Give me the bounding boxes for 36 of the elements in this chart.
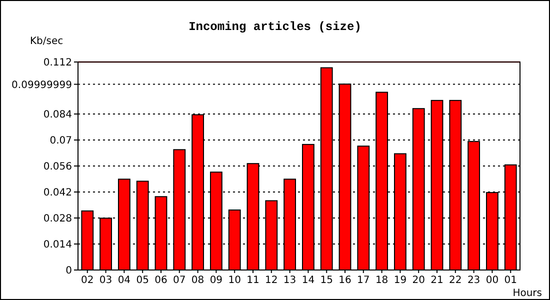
x-tick-label: 06 (154, 275, 168, 286)
x-tick-label: 03 (99, 275, 112, 286)
x-tick-label: 19 (394, 275, 407, 286)
x-tick-label: 00 (486, 275, 499, 286)
x-tick-label: 05 (136, 275, 149, 286)
chart-title: Incoming articles (size) (188, 20, 362, 34)
y-tick-label: 0.056 (43, 162, 72, 172)
x-tick-label: 02 (81, 275, 94, 286)
x-tick-label: 16 (338, 275, 352, 286)
y-axis-title: Kb/sec (30, 36, 64, 47)
y-tick-label: 0.028 (43, 214, 72, 224)
x-tick-label: 13 (283, 275, 296, 286)
x-tick-label: 15 (320, 275, 333, 286)
x-tick-label: 22 (449, 275, 462, 286)
x-tick-label: 23 (467, 275, 480, 286)
y-tick-label: 0.014 (43, 240, 72, 250)
x-tick-label: 21 (430, 275, 444, 286)
y-tick-label: 0.112 (43, 58, 72, 68)
x-tick-label: 10 (228, 275, 241, 286)
x-tick-label: 01 (504, 275, 517, 286)
y-tick-label: 0.09999999 (12, 80, 72, 91)
x-tick-label: 20 (412, 275, 425, 286)
x-axis-title: Hours (512, 288, 542, 299)
x-tick-label: 17 (357, 275, 370, 286)
x-tick-label: 12 (265, 275, 278, 286)
y-tick-label: 0.07 (50, 136, 72, 146)
x-tick-label: 04 (118, 275, 131, 286)
x-tick-label: 11 (246, 275, 260, 286)
x-tick-label: 08 (191, 275, 204, 286)
y-tick-label: 0.042 (43, 188, 72, 198)
y-tick-label: 0.084 (43, 110, 72, 120)
x-tick-label: 18 (375, 275, 388, 286)
x-tick-label: 07 (173, 275, 186, 286)
x-tick-label: 14 (302, 275, 315, 286)
y-tick-label: 0 (66, 266, 72, 276)
x-tick-label: 09 (210, 275, 223, 286)
